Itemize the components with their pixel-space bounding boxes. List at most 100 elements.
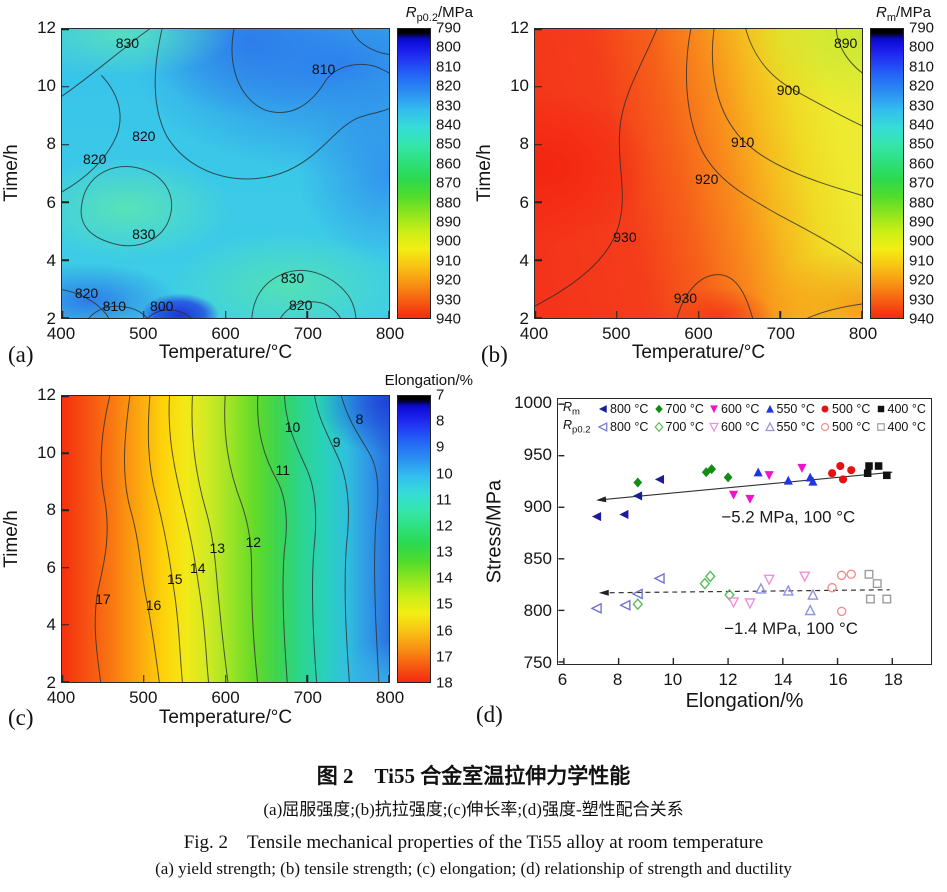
legend-marker-icon (598, 405, 607, 413)
marker-square (883, 471, 891, 480)
colorbar-unit: Elongation/% (384, 372, 473, 389)
colorbar-tick-label: 14 (436, 569, 453, 587)
y-tick-mark (535, 259, 542, 261)
legend-temp-label: 700 °C (665, 420, 704, 434)
legend-item: 800 °C (597, 420, 653, 434)
marker-circle (836, 461, 845, 471)
panel-letter-c: (c) (8, 705, 34, 730)
legend-marker-icon (654, 404, 663, 414)
x-tick-mark (224, 675, 227, 682)
colorbar-tick-label: 890 (436, 213, 462, 231)
contour-label: 17 (95, 591, 111, 608)
legend-temp-label: 700 °C (665, 402, 704, 416)
contour-label: 8 (355, 410, 364, 427)
marker-tri-left (591, 511, 602, 522)
contour-label: 820 (74, 285, 99, 302)
legend-item: 400 °C (875, 420, 931, 434)
y-tick-mark (62, 681, 69, 682)
y-tick-label: 6 (46, 192, 56, 212)
panel-letter-d: (d) (476, 702, 503, 727)
legend-marker-icon (764, 421, 775, 432)
colorbar-unit: /MPa (437, 4, 473, 21)
marker-circle (838, 475, 848, 484)
colorbar-tick-label: 810 (436, 58, 462, 76)
x-tick-mark (62, 675, 63, 682)
marker-tri-up (804, 604, 816, 616)
x-tick-label: 18 (883, 670, 903, 689)
colorbar-tick-label: 870 (436, 174, 462, 192)
colorbar-tick-label: 830 (436, 97, 462, 115)
legend-item: 700 °C (653, 420, 709, 434)
trend-arrowhead (598, 589, 609, 596)
y-tick-mark (62, 201, 69, 204)
contour-label: 820 (289, 296, 313, 313)
y-tick-label: 10 (37, 76, 56, 96)
colorbar-tick-label: 930 (909, 291, 935, 309)
caption-zh-title: 图 2 Ti55 合金室温拉伸力学性能 (316, 764, 631, 788)
y-tick-label: 4 (519, 250, 529, 270)
x-tick-label: 500 (602, 324, 631, 343)
marker-tri-down (744, 598, 756, 610)
marker-tri-up (782, 584, 794, 596)
colorbar-symbol-sub: m (886, 12, 896, 24)
colorbar-tick-label: 790 (909, 19, 935, 37)
colorbar-tick-label: 920 (436, 271, 462, 289)
legend-item: 500 °C (819, 420, 875, 434)
y-tick-mark (62, 29, 69, 30)
legend-temp-label: 600 °C (721, 402, 760, 416)
colorbar-yield-strength (397, 28, 431, 319)
x-tick-mark (535, 311, 536, 318)
x-tick-label: 10 (663, 670, 683, 689)
marker-tri-up (808, 476, 818, 486)
contour-label: 16 (145, 596, 162, 613)
marker-tri-down (763, 574, 775, 586)
colorbar-tick-label: 910 (909, 252, 935, 270)
x-tick-mark (697, 311, 700, 318)
x-tick-label: 6 (557, 670, 568, 689)
legend-row: Rm 800 °C 700 °C 600 °C 550 °C 500 °C 400 °C (563, 400, 930, 418)
marker-square (865, 594, 875, 604)
x-tick-mark (143, 675, 145, 682)
x-tick-mark (388, 311, 389, 318)
colorbar-elongation (397, 395, 431, 683)
marker-square (872, 579, 882, 589)
legend-marker-icon (765, 404, 774, 413)
marker-diamond (633, 477, 643, 488)
panel-letter-b: (b) (481, 342, 508, 367)
x-tick-label: 600 (684, 324, 713, 343)
annotation: −1.4 MPa, 100 °C (724, 619, 858, 638)
x-tick-mark (62, 311, 63, 318)
contour-plot-elongation: 8 9 10 11 12 13 14 15 16 17 (61, 395, 390, 683)
legend-series-name: Rm (563, 400, 580, 418)
marker-circle (827, 582, 837, 593)
marker-tri-down (764, 471, 774, 481)
colorbar-tick-label: 930 (436, 291, 462, 309)
legend-temp-label: 550 °C (776, 420, 815, 434)
marker-tri-down (799, 571, 811, 583)
caption-en-title: Fig. 2 Tensile mechanical properties of … (183, 832, 764, 853)
marker-tri-up (807, 588, 819, 600)
x-axis-label-c: Temperature/°C (158, 707, 293, 728)
contour-label: 830 (132, 226, 156, 243)
y-tick-label: 10 (510, 76, 529, 96)
x-tick-mark (616, 311, 618, 318)
colorbar-tick-label: 7 (436, 386, 445, 404)
x-tick-label: 700 (293, 688, 322, 707)
legend-marker-icon (597, 422, 608, 432)
colorbar-tick-label: 840 (909, 116, 935, 134)
colorbar-tick-label: 790 (436, 19, 462, 37)
legend-marker (654, 404, 663, 414)
legend-marker-icon (821, 405, 829, 413)
x-tick-mark (143, 311, 145, 318)
contour-label: 820 (83, 151, 107, 168)
legend-marker (653, 421, 664, 433)
legend-marker-icon (876, 423, 885, 431)
y-axis-label-a: Time/h (1, 144, 22, 202)
trend-arrowhead (596, 496, 607, 503)
scatter-canvas: −5.2 MPa, 100 °C −1.4 MPa, 100 °C (558, 403, 893, 664)
y-tick-label: 2 (46, 309, 56, 328)
colorbar-tick-label: 820 (909, 77, 935, 95)
contour-label: 13 (209, 539, 226, 556)
y-axis-label-c: Time/h (1, 510, 22, 568)
annotation: −5.2 MPa, 100 °C (721, 508, 855, 527)
